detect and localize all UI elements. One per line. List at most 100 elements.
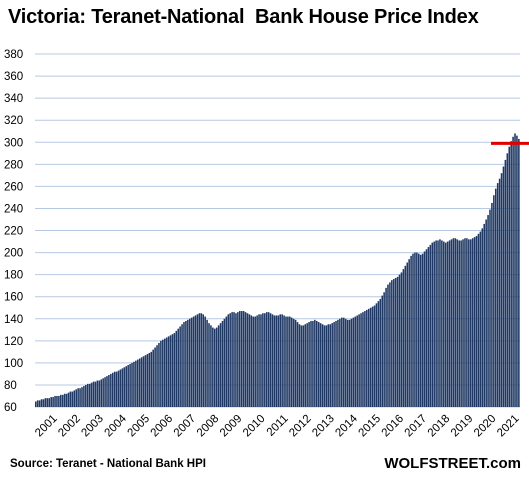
bar (212, 327, 214, 407)
bar (289, 316, 291, 407)
bar (491, 202, 493, 407)
bar (444, 242, 447, 407)
bar (429, 244, 432, 407)
bar (412, 253, 414, 407)
bar (337, 319, 339, 407)
bar (364, 311, 366, 407)
bar (173, 333, 176, 407)
bar (500, 173, 503, 407)
bar (260, 314, 262, 407)
bar (304, 324, 307, 407)
bar (329, 324, 332, 407)
bar (167, 336, 170, 407)
bar (192, 316, 195, 407)
bar (346, 319, 349, 407)
bar (38, 400, 41, 407)
bar (319, 323, 322, 407)
bar (135, 360, 137, 407)
bar (271, 314, 274, 407)
bar (208, 323, 210, 407)
bar (227, 314, 230, 407)
bar (290, 317, 293, 407)
bar (279, 314, 281, 407)
bar (281, 314, 283, 407)
bar (379, 298, 382, 407)
bar (387, 284, 389, 407)
bar (377, 301, 380, 407)
bar (250, 315, 253, 407)
bar (416, 252, 418, 407)
bar (106, 376, 108, 407)
y-tick-label: 320 (4, 115, 23, 127)
bar (179, 326, 181, 407)
bar (113, 371, 116, 407)
bar (277, 315, 280, 407)
chart-title: Victoria: Teranet-National Bank House Pr… (8, 6, 479, 28)
bar (402, 269, 405, 407)
bar (496, 183, 499, 407)
bar (104, 377, 106, 407)
bar (302, 325, 305, 407)
x-tick-label: 2013 (310, 413, 337, 440)
bar (44, 398, 47, 407)
bar (437, 240, 439, 407)
bar (358, 314, 360, 407)
bar (389, 282, 391, 407)
bar (156, 345, 158, 407)
bar (94, 381, 97, 407)
bar (46, 398, 49, 407)
bar (181, 324, 183, 407)
bar (471, 238, 474, 407)
bar (356, 315, 358, 407)
bar (111, 372, 114, 407)
x-tick-label: 2014 (333, 412, 360, 439)
bar (204, 316, 206, 407)
bar (404, 265, 407, 407)
bar (342, 317, 345, 407)
y-tick-label: 300 (4, 137, 23, 149)
bar (231, 312, 233, 407)
bar (160, 340, 162, 407)
x-tick-label: 2006 (149, 413, 176, 440)
x-tick-label: 2017 (403, 413, 430, 440)
bar (414, 252, 416, 407)
bar (283, 315, 285, 407)
bar (196, 314, 199, 407)
y-tick-label: 160 (4, 292, 23, 304)
bar (54, 395, 56, 407)
bars (35, 133, 520, 408)
bar (171, 334, 174, 407)
bar (373, 305, 376, 407)
bar (512, 136, 514, 407)
bar (202, 314, 205, 407)
bar (327, 324, 330, 407)
bar (406, 262, 409, 407)
bar (142, 356, 145, 407)
bar (198, 313, 201, 407)
bar (287, 316, 289, 407)
bar (60, 394, 62, 407)
bar (252, 316, 255, 407)
bar (391, 280, 393, 407)
bar (425, 249, 428, 407)
bar (63, 393, 66, 407)
bar (217, 325, 220, 407)
x-tick-label: 2001 (33, 413, 60, 440)
bar (350, 318, 353, 407)
bar (169, 335, 172, 407)
bar (165, 337, 168, 407)
bar (229, 313, 231, 407)
bar (83, 386, 85, 407)
bar (246, 313, 249, 407)
y-tick-label: 140 (4, 314, 23, 326)
bar (312, 320, 314, 407)
bar (516, 135, 518, 407)
bar (323, 325, 326, 407)
bar (483, 223, 485, 407)
bar (317, 322, 320, 407)
bar (235, 313, 237, 407)
bar (510, 141, 512, 408)
bar (96, 380, 99, 407)
y-tick-label: 260 (4, 181, 23, 193)
bar (421, 253, 424, 407)
